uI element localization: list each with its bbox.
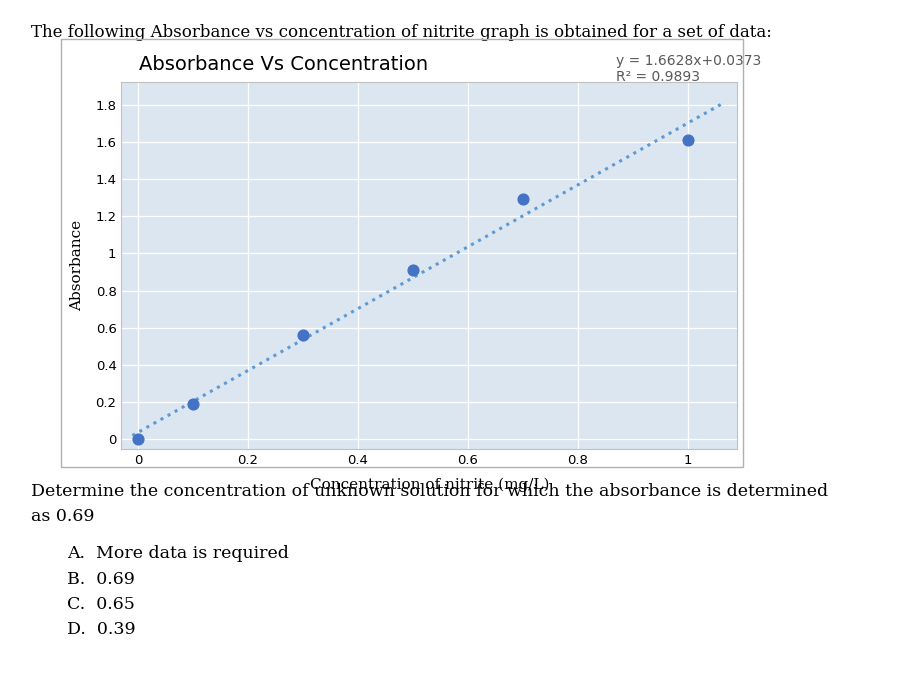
Text: The following Absorbance vs concentration of nitrite graph is obtained for a set: The following Absorbance vs concentratio…: [31, 24, 772, 41]
Point: [130, 434, 145, 445]
Text: y = 1.6628x+0.0373: y = 1.6628x+0.0373: [616, 55, 761, 68]
Text: B.  0.69: B. 0.69: [67, 571, 136, 588]
Text: A.  More data is required: A. More data is required: [67, 545, 289, 562]
Text: C.  0.65: C. 0.65: [67, 596, 136, 613]
Y-axis label: Absorbance: Absorbance: [70, 220, 85, 311]
Point: [296, 329, 310, 340]
X-axis label: Concentration of nitrite (mg/L): Concentration of nitrite (mg/L): [309, 477, 549, 492]
Point: [186, 399, 200, 410]
Text: Determine the concentration of unknown solution for which the absorbance is dete: Determine the concentration of unknown s…: [31, 483, 829, 500]
Point: [405, 264, 420, 275]
Point: [681, 134, 695, 145]
Text: Absorbance Vs Concentration: Absorbance Vs Concentration: [139, 55, 429, 74]
Text: R² = 0.9893: R² = 0.9893: [616, 70, 699, 84]
Point: [515, 194, 530, 205]
Text: as 0.69: as 0.69: [31, 508, 95, 525]
Text: D.  0.39: D. 0.39: [67, 621, 136, 638]
